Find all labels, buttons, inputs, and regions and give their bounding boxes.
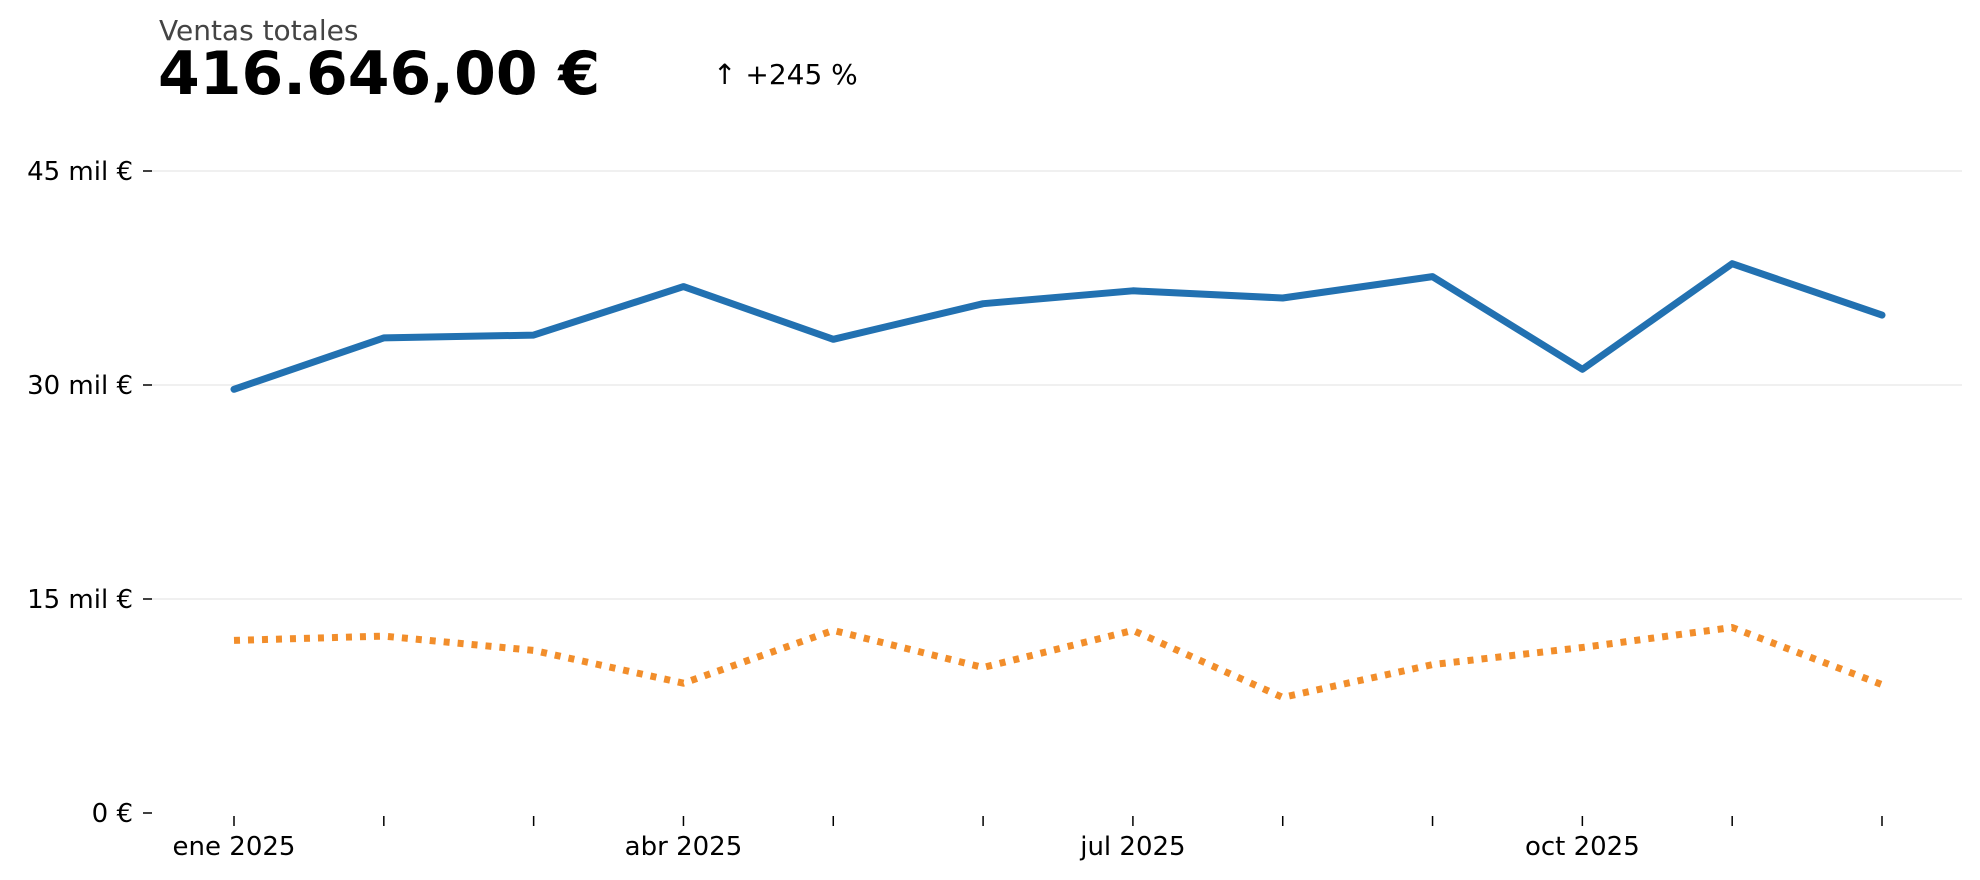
x-tick-label: ene 2025 [173,832,296,862]
grid-lines [150,170,1962,600]
kpi-value: 416.646,00 € [158,39,601,109]
kpi-change: ↑ +245 % [713,58,858,91]
series-line-2 [233,624,1884,701]
y-tick-label: 30 mil € [27,371,133,401]
y-tick-label: 0 € [92,799,133,829]
y-tick-label: 15 mil € [27,585,133,615]
kpi-label: Ventas totales [159,14,359,47]
x-tick-label: oct 2025 [1525,832,1640,862]
series-lines [230,260,1886,701]
series-line-1 [230,260,1886,393]
y-tick-label: 45 mil € [27,157,133,187]
y-axis: 0 € 15 mil € 30 mil € 45 mil € [27,157,152,829]
x-tick-label: jul 2025 [1079,832,1185,862]
x-tick-label: abr 2025 [625,832,743,862]
x-axis: ene 2025 abr 2025 jul 2025 oct 2025 [173,816,1883,862]
